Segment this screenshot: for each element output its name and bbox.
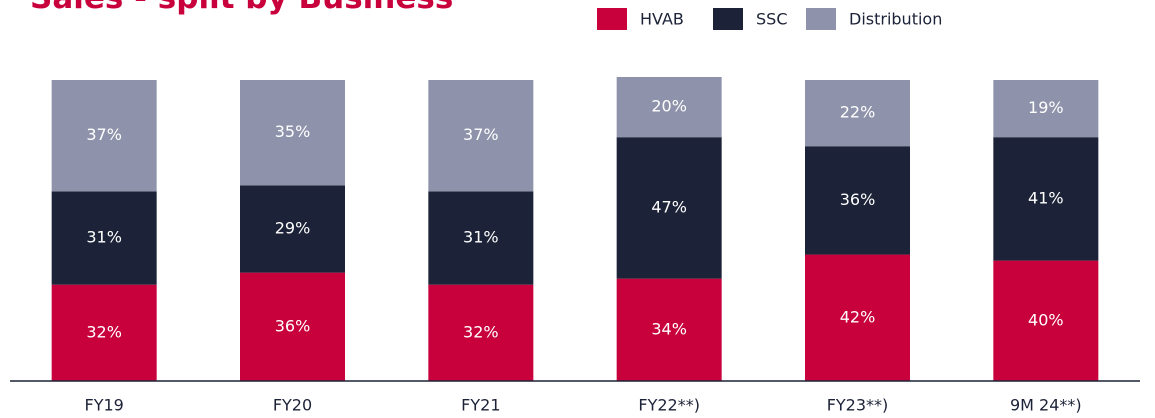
bar-segment <box>993 80 1099 138</box>
data-label: 36% <box>840 190 876 209</box>
bar-segment <box>616 137 722 279</box>
data-label: 42% <box>840 307 876 326</box>
chart-title: Sales - split by Business <box>30 0 453 16</box>
legend-label: Distribution <box>849 10 942 29</box>
data-label: 41% <box>1028 188 1064 207</box>
legend-swatch <box>597 8 627 30</box>
bar-segment <box>240 80 345 186</box>
x-tick-label: FY20 <box>273 396 312 415</box>
legend-label: HVAB <box>640 10 684 29</box>
x-tick-label: FY21 <box>461 396 500 415</box>
bar-segment <box>805 254 910 381</box>
x-tick-label: FY19 <box>84 396 123 415</box>
data-label: 31% <box>86 228 122 247</box>
data-label: 20% <box>651 97 687 116</box>
data-label: 37% <box>86 125 122 144</box>
data-label: 29% <box>275 218 311 237</box>
bar-segment <box>51 191 157 285</box>
data-label: 36% <box>275 316 311 335</box>
bar-segment <box>51 80 157 192</box>
bar-segment <box>428 284 534 381</box>
data-label: 22% <box>840 103 876 122</box>
bar-segment <box>428 191 534 285</box>
data-label: 32% <box>86 322 122 341</box>
data-label: 37% <box>463 125 499 144</box>
data-label: 40% <box>1028 310 1064 329</box>
legend-swatch <box>806 8 836 30</box>
bar-segment <box>428 80 534 192</box>
bar-segment <box>240 272 345 381</box>
bar-segment <box>616 76 722 138</box>
data-label: 35% <box>275 122 311 141</box>
legend-label: SSC <box>756 10 787 29</box>
bar-segment <box>51 284 157 381</box>
data-label: 32% <box>463 322 499 341</box>
bar-segment <box>993 260 1099 381</box>
data-label: 47% <box>651 197 687 216</box>
x-tick-label: 9M 24**) <box>1010 396 1082 415</box>
bar-segment <box>240 185 345 273</box>
data-label: 19% <box>1028 98 1064 117</box>
bar-segment <box>993 137 1099 261</box>
bar-segment <box>805 80 910 147</box>
x-tick-label: FY23**) <box>827 396 889 415</box>
legend-swatch <box>713 8 743 30</box>
bar-segment <box>805 146 910 255</box>
data-label: 31% <box>463 228 499 247</box>
bar-segment <box>616 278 722 381</box>
x-tick-label: FY22**) <box>638 396 700 415</box>
data-label: 34% <box>651 319 687 338</box>
